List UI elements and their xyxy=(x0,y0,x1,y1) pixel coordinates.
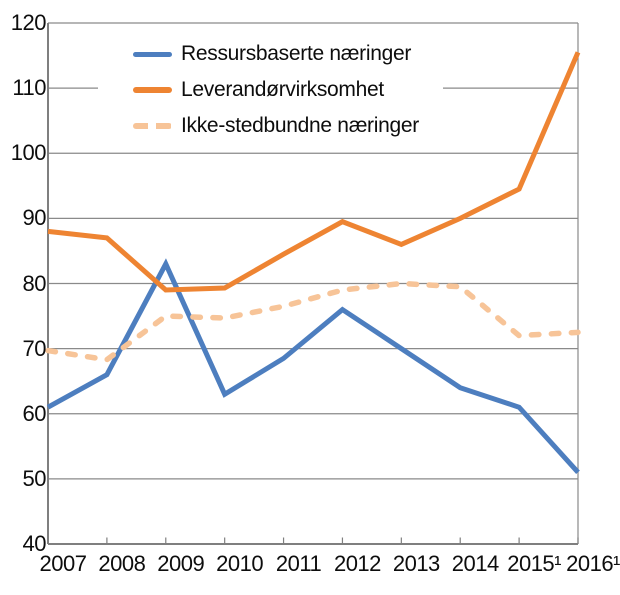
legend-item: Leverandørvirksomhet xyxy=(98,72,443,108)
series-line-leverand-rvirksomhet xyxy=(47,51,581,293)
y-axis-tick-label: 110 xyxy=(12,75,46,101)
legend-item: Ressursbaserte næringer xyxy=(98,36,443,72)
legend-line-swatch xyxy=(133,123,172,129)
y-axis-tick-label: 50 xyxy=(22,465,47,491)
y-axis-tick-label: 40 xyxy=(22,531,47,556)
x-axis-tick-label: 2009 xyxy=(157,551,205,576)
chart-legend: Ressursbaserte næringer Leverandørvirkso… xyxy=(98,36,443,140)
x-axis-tick-label: 2008 xyxy=(98,551,146,576)
x-axis-tick-label: 2016¹ xyxy=(566,551,620,576)
legend-label: Leverandørvirksomhet xyxy=(181,78,384,101)
legend-item: Ikke-stedbundne næringer xyxy=(98,108,443,144)
x-axis-tick-label: 2014 xyxy=(451,551,499,576)
y-axis-tick-label: 120 xyxy=(10,10,47,35)
series-line-ikke-stedbundne-n-ringer xyxy=(45,280,581,363)
y-axis-tick-label: 80 xyxy=(22,270,47,296)
y-axis-tick-label: 70 xyxy=(22,335,47,361)
x-axis-tick-label: 2011 xyxy=(275,551,322,576)
x-axis-tick-label: 2010 xyxy=(216,551,264,576)
x-axis-tick-label: 2015¹ xyxy=(507,551,561,576)
legend-line-swatch xyxy=(133,87,172,93)
legend-line-swatch xyxy=(133,51,172,57)
series-line-ressursbaserte-n-ringer xyxy=(46,258,580,475)
y-axis-tick-label: 60 xyxy=(22,400,47,426)
x-axis-tick-label: 2007 xyxy=(39,551,87,576)
legend-label: Ikke-stedbundne næringer xyxy=(181,114,419,137)
x-axis-tick-label: 2013 xyxy=(392,551,440,576)
y-axis-tick-label: 90 xyxy=(22,205,47,231)
y-axis-tick-label: 100 xyxy=(10,140,47,166)
x-axis-tick-label: 2012 xyxy=(333,551,381,576)
legend-label: Ressursbaserte næringer xyxy=(181,42,412,65)
